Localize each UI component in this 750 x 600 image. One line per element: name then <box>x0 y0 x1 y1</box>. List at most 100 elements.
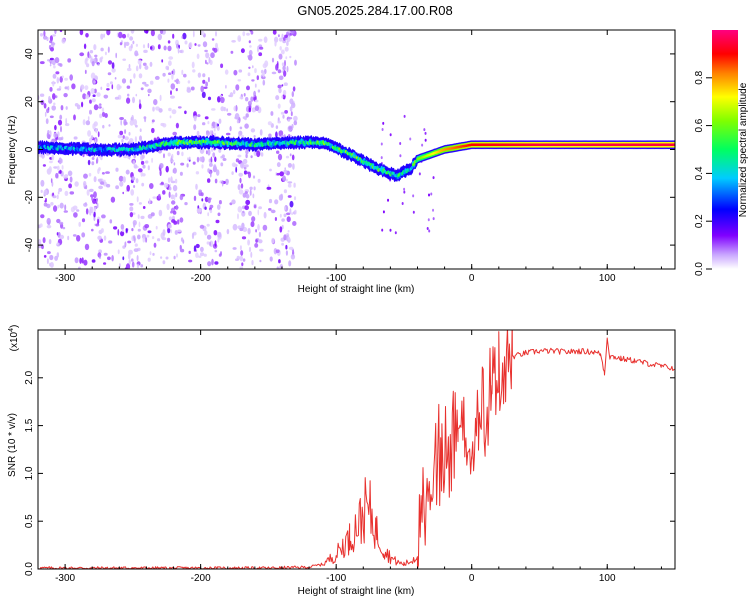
noise-speckle <box>50 47 54 52</box>
noise-speckle <box>90 55 93 63</box>
noise-speckle <box>287 117 293 120</box>
noise-speckle <box>76 209 80 212</box>
noise-speckle <box>48 166 52 173</box>
noise-speckle <box>57 165 60 171</box>
noise-speckle <box>283 213 287 218</box>
noise-speckle <box>206 241 210 245</box>
noise-speckle <box>99 255 101 259</box>
noise-speckle <box>250 221 255 228</box>
noise-speckle <box>158 108 163 113</box>
noise-speckle <box>196 53 200 60</box>
noise-speckle <box>171 200 176 205</box>
noise-speckle <box>275 131 278 138</box>
noise-speckle <box>142 62 147 66</box>
noise-speckle <box>269 256 273 262</box>
noise-speckle <box>247 227 251 235</box>
noise-speckle <box>56 232 59 236</box>
noise-speckle <box>292 163 295 170</box>
noise-speckle <box>73 114 76 121</box>
noise-speckle <box>84 243 90 251</box>
noise-speckle <box>90 88 95 95</box>
noise-speckle <box>289 106 293 112</box>
noise-speckle <box>252 193 255 199</box>
noise-speckle <box>200 246 204 252</box>
exponent-power: 4 <box>8 328 15 332</box>
noise-speckle <box>150 46 153 50</box>
noise-speckle <box>63 175 68 179</box>
noise-speckle <box>201 91 206 99</box>
noise-speckle <box>100 228 104 233</box>
noise-speckle <box>195 183 198 190</box>
noise-speckle <box>158 193 161 199</box>
noise-speckle <box>167 177 171 183</box>
noise-speckle <box>94 54 98 58</box>
noise-speckle <box>91 161 95 166</box>
noise-speckle <box>178 80 181 84</box>
noise-speckle <box>215 42 218 49</box>
noise-speckle <box>48 95 51 102</box>
noise-speckle <box>248 107 252 113</box>
noise-speckle <box>64 86 68 90</box>
noise-speckle <box>84 58 88 65</box>
noise-speckle <box>226 108 228 112</box>
noise-speckle <box>74 257 79 264</box>
noise-speckle <box>96 157 99 164</box>
noise-speckle <box>40 214 45 219</box>
noise-speckle <box>200 30 205 36</box>
noise-speckle <box>96 202 99 209</box>
noise-speckle <box>168 56 174 60</box>
noise-speckle <box>172 33 175 39</box>
noise-speckle <box>225 132 231 136</box>
noise-speckle <box>125 228 128 233</box>
y-tick-label: 1.5 <box>24 418 35 432</box>
noise-speckle <box>424 131 427 135</box>
noise-speckle <box>263 36 268 43</box>
x-tick-label: -100 <box>326 273 346 284</box>
noise-speckle <box>177 47 180 54</box>
noise-speckle <box>137 214 140 219</box>
noise-speckle <box>292 221 297 226</box>
noise-speckle <box>59 169 62 174</box>
noise-speckle <box>157 44 161 50</box>
noise-speckle <box>216 125 220 131</box>
noise-speckle <box>90 135 94 140</box>
noise-speckle <box>40 189 43 193</box>
noise-speckle <box>245 153 248 159</box>
noise-speckle <box>291 91 294 98</box>
noise-speckle <box>162 229 166 236</box>
noise-speckle <box>209 162 213 167</box>
noise-speckle <box>49 115 54 119</box>
noise-speckle <box>171 73 174 80</box>
noise-speckle <box>289 153 292 157</box>
noise-speckle <box>280 111 285 115</box>
noise-speckle <box>232 247 237 250</box>
noise-speckle <box>274 199 279 205</box>
x-tick-label: -100 <box>326 573 346 584</box>
noise-speckle <box>198 189 202 194</box>
noise-speckle <box>136 263 140 269</box>
noise-speckle <box>144 224 150 229</box>
noise-speckle <box>286 65 289 73</box>
noise-speckle <box>221 154 225 159</box>
noise-speckle <box>255 229 257 233</box>
noise-speckle <box>251 216 256 222</box>
noise-speckle <box>133 73 136 79</box>
noise-speckle <box>260 152 264 157</box>
noise-speckle <box>168 216 172 221</box>
noise-speckle <box>52 34 56 37</box>
noise-speckle <box>100 33 104 40</box>
noise-speckle <box>52 73 57 79</box>
noise-speckle <box>67 85 70 91</box>
noise-speckle <box>184 202 188 206</box>
noise-speckle <box>183 73 187 78</box>
noise-speckle <box>261 75 266 80</box>
noise-speckle <box>266 186 272 190</box>
x-tick-label: 100 <box>599 273 616 284</box>
noise-speckle <box>217 237 220 243</box>
noise-speckle <box>145 160 149 164</box>
noise-speckle <box>171 109 177 115</box>
noise-speckle <box>211 126 214 129</box>
noise-speckle <box>271 57 275 63</box>
noise-speckle <box>172 167 177 174</box>
noise-speckle <box>101 214 106 219</box>
